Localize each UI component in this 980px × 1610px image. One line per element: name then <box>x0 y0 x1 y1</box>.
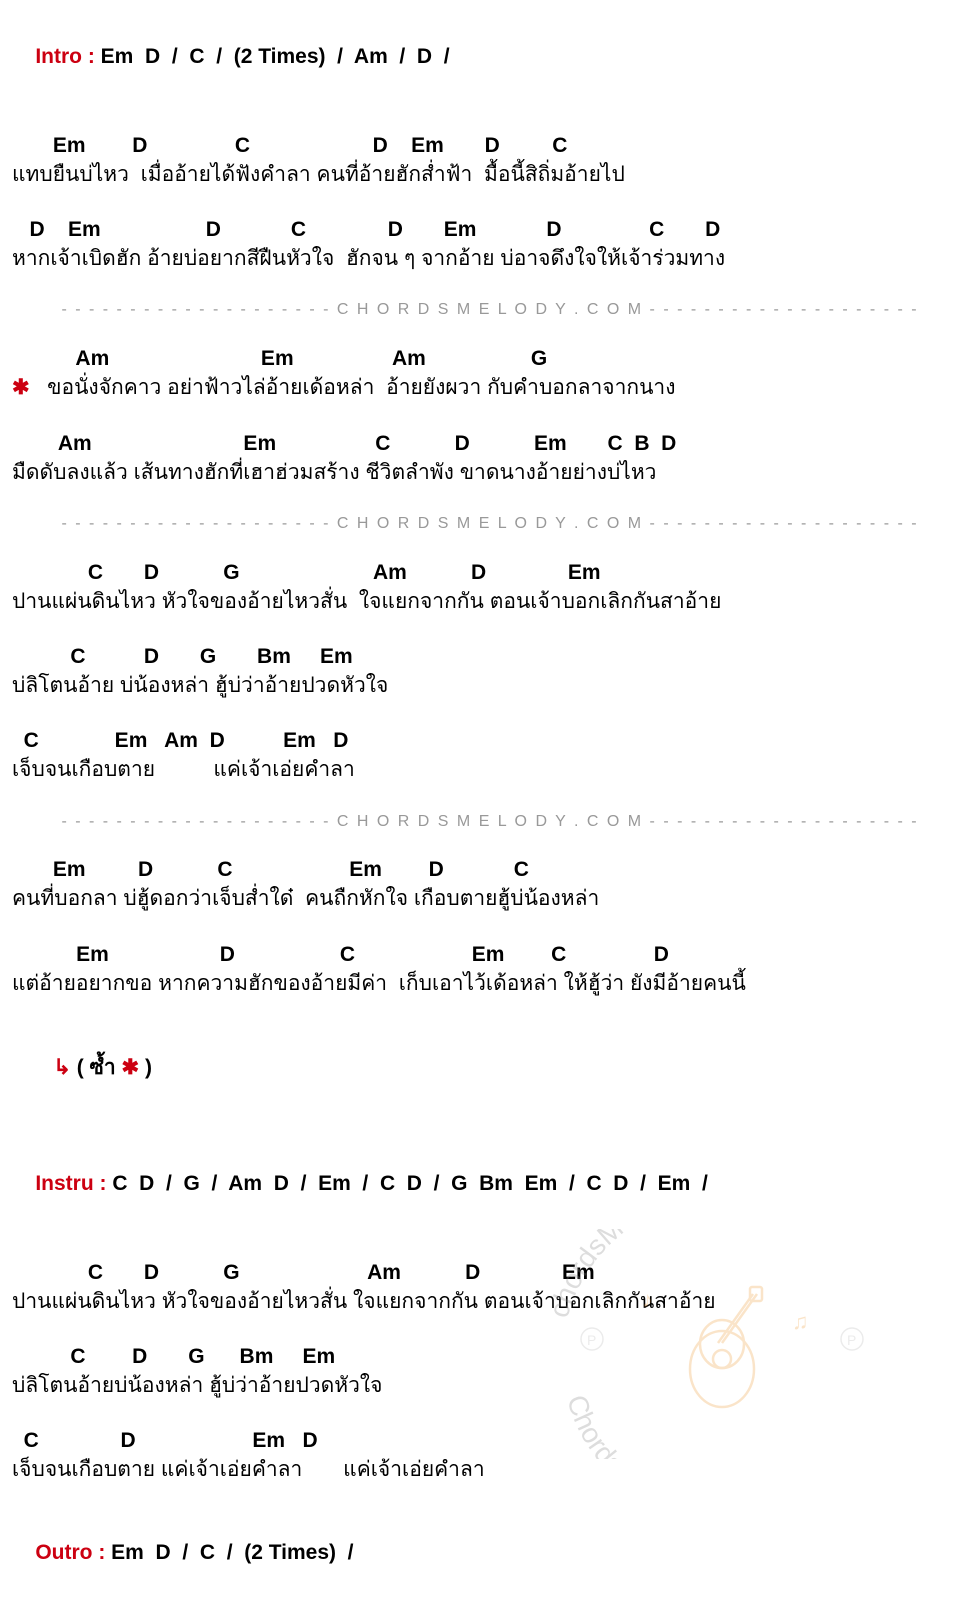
repeat-star: ✱ <box>122 1056 140 1079</box>
chord-row: D Em D C D Em D C D <box>12 216 968 243</box>
lyric-row: เจ็บจนเกือบตาย แค่เจ้าเอ่ยคำลา แค่เจ้าเอ… <box>12 1456 968 1483</box>
chorus-line2: C D G Bm Em บ่ลิโตนอ้าย บ่น้องหล่า ฮู้บ่… <box>12 643 968 699</box>
chorus2-wrap: chordsMelody.com ChordsMelody.com ♪ ♫ P <box>12 1259 968 1484</box>
verse2-line2: Em D C Em C D แต่อ้ายอยากขอ หากความฮักขอ… <box>12 941 968 997</box>
intro-label: Intro : <box>35 45 100 68</box>
verse1-line2: D Em D C D Em D C D หากเจ้าเบิดฮัก อ้ายบ… <box>12 216 968 272</box>
prechorus-line2: Am Em C D Em C B D มืดดับลงแล้ว เส้นทางฮ… <box>12 430 968 486</box>
chord-row: Am Em C D Em C B D <box>12 430 968 457</box>
prechorus-line1: Am Em Am G ✱ ขอนั่งจักคาว อย่าฟ้าวไล่อ้า… <box>12 345 968 401</box>
lyric-row: แต่อ้ายอยากขอ หากความฮักของอ้ายมีค่า เก็… <box>12 970 968 997</box>
chord-row: C D G Bm Em <box>12 643 968 670</box>
verse1-line1: Em D C D Em D C แทบยืนบ่ไหว เมื่ออ้ายได้… <box>12 132 968 188</box>
chorus2-line3: C D Em D เจ็บจนเกือบตาย แค่เจ้าเอ่ยคำลา … <box>12 1427 968 1483</box>
lyric-row: มืดดับลงแล้ว เส้นทางฮักที่เฮาฮ่วมสร้าง ช… <box>12 459 968 486</box>
chord-row: C D G Bm Em <box>12 1343 968 1370</box>
divider-brand: C H O R D S M E L O D Y . C O M <box>337 515 643 532</box>
repeat-text: ( ซ้ำ <box>71 1056 122 1079</box>
chord-row: Em D C D Em D C <box>12 132 968 159</box>
divider-brand: C H O R D S M E L O D Y . C O M <box>337 301 643 318</box>
lyric-row: ✱ ขอนั่งจักคาว อย่าฟ้าวไล่อ้ายเด้อหล่า อ… <box>12 374 968 401</box>
chorus-line3: C Em Am D Em D เจ็บจนเกือบตาย แค่เจ้าเอ่… <box>12 727 968 783</box>
chord-row: Em D C Em C D <box>12 941 968 968</box>
lyric-row: บ่ลิโตนอ้าย บ่น้องหล่า ฮู้บ่ว่าอ้ายปวดหั… <box>12 672 968 699</box>
lyric-row: ปานแผ่นดินไหว หัวใจของอ้ายไหวสั่น ใจแยกจ… <box>12 1288 968 1315</box>
lyric-row: ปานแผ่นดินไหว หัวใจของอ้ายไหวสั่น ใจแยกจ… <box>12 588 968 615</box>
repeat-close: ) <box>139 1056 152 1079</box>
repeat-marker: ↳ ( ซ้ำ ✱ ) <box>30 1027 968 1109</box>
verse2-line1: Em D C Em D C คนที่บอกลา บ่ฮู้ดอกว่าเจ็บ… <box>12 856 968 912</box>
brand-divider: - - - - - - - - - - - - - - - - - - - - … <box>12 514 968 535</box>
brand-divider: - - - - - - - - - - - - - - - - - - - - … <box>12 300 968 321</box>
chord-sheet: Intro : Em D / C / (2 Times) / Am / D / … <box>12 16 968 1594</box>
chord-row: C D Em D <box>12 1427 968 1454</box>
intro-chords: Em D / C / (2 Times) / Am / D / <box>101 45 450 68</box>
chord-row: C Em Am D Em D <box>12 727 968 754</box>
chord-row: C D G Am D Em <box>12 1259 968 1286</box>
divider-dashes-right: - - - - - - - - - - - - - - - - - - - - <box>643 813 918 830</box>
lyric-row: เจ็บจนเกือบตาย แค่เจ้าเอ่ยคำลา <box>12 756 968 783</box>
instru-label: Instru : <box>35 1172 112 1195</box>
lyric-row: หากเจ้าเบิดฮัก อ้ายบ่อยากสีฝืนหัวใจ ฮักจ… <box>12 245 968 272</box>
chorus2-line1: C D G Am D Em ปานแผ่นดินไหว หัวใจของอ้าย… <box>12 1259 968 1315</box>
lyric-text: ขอนั่งจักคาว อย่าฟ้าวไล่อ้ายเด้อหล่า อ้า… <box>30 376 676 399</box>
divider-dashes-left: - - - - - - - - - - - - - - - - - - - - <box>61 813 336 830</box>
lyric-row: แทบยืนบ่ไหว เมื่ออ้ายได้ฟังคำลา คนที่อ้า… <box>12 161 968 188</box>
star-marker: ✱ <box>12 376 30 399</box>
divider-dashes-right: - - - - - - - - - - - - - - - - - - - - <box>643 515 918 532</box>
intro-line: Intro : Em D / C / (2 Times) / Am / D / <box>12 16 968 98</box>
instru-chords: C D / G / Am D / Em / C D / G Bm Em / C … <box>112 1172 708 1195</box>
chorus-line1: C D G Am D Em ปานแผ่นดินไหว หัวใจของอ้าย… <box>12 559 968 615</box>
divider-dashes-right: - - - - - - - - - - - - - - - - - - - - <box>643 301 918 318</box>
lyric-row: บ่ลิโตนอ้ายบ่น้องหล่า ฮู้บ่ว่าอ้ายปวดหัว… <box>12 1372 968 1399</box>
divider-brand: C H O R D S M E L O D Y . C O M <box>337 813 643 830</box>
chord-row: Em D C Em D C <box>12 856 968 883</box>
brand-divider: - - - - - - - - - - - - - - - - - - - - … <box>12 812 968 833</box>
outro-chords: Em D / C / (2 Times) / <box>111 1541 353 1564</box>
outro-line: Outro : Em D / C / (2 Times) / <box>12 1512 968 1594</box>
repeat-arrow-icon: ↳ <box>53 1056 71 1079</box>
divider-dashes-left: - - - - - - - - - - - - - - - - - - - - <box>61 301 336 318</box>
chord-row: C D G Am D Em <box>12 559 968 586</box>
divider-dashes-left: - - - - - - - - - - - - - - - - - - - - <box>61 515 336 532</box>
instru-line: Instru : C D / G / Am D / Em / C D / G B… <box>12 1143 968 1225</box>
outro-label: Outro : <box>35 1541 111 1564</box>
chorus2-line2: C D G Bm Em บ่ลิโตนอ้ายบ่น้องหล่า ฮู้บ่ว… <box>12 1343 968 1399</box>
chord-row: Am Em Am G <box>12 345 968 372</box>
lyric-row: คนที่บอกลา บ่ฮู้ดอกว่าเจ็บส่ำใด๋ คนถืกหั… <box>12 885 968 912</box>
